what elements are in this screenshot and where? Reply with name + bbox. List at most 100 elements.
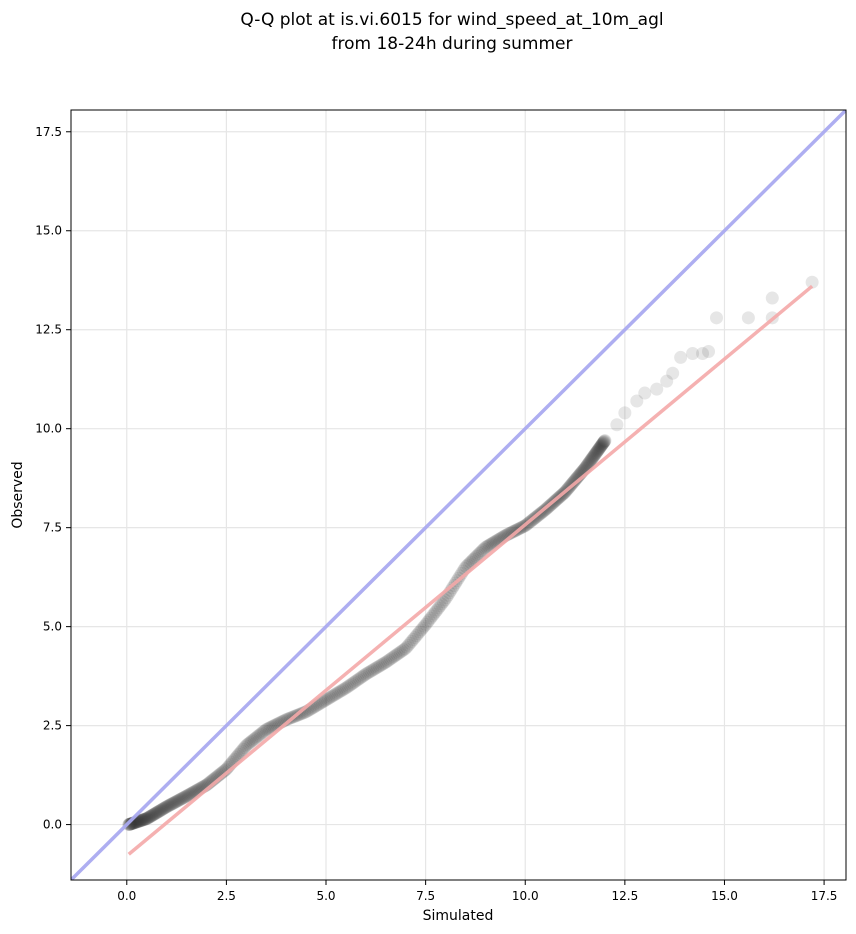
reference-lines bbox=[71, 110, 846, 880]
data-point-134 bbox=[256, 725, 270, 739]
data-point-66 bbox=[170, 794, 184, 808]
data-point-70 bbox=[174, 792, 188, 806]
data-point-78 bbox=[183, 787, 197, 801]
data-point-182 bbox=[331, 686, 345, 700]
data-point-131 bbox=[252, 729, 266, 743]
data-point-203 bbox=[366, 663, 380, 677]
data-point-140 bbox=[265, 720, 279, 734]
data-point-277 bbox=[481, 539, 495, 553]
chart-title-line-2: from 18-24h during summer bbox=[332, 34, 573, 54]
data-point-412 bbox=[741, 311, 755, 325]
data-point-40 bbox=[146, 808, 160, 822]
data-point-207 bbox=[372, 659, 386, 673]
data-point-378 bbox=[587, 449, 601, 463]
data-point-175 bbox=[320, 692, 334, 706]
data-point-398 bbox=[598, 434, 612, 448]
data-point-177 bbox=[323, 690, 337, 704]
data-point-248 bbox=[438, 593, 452, 607]
data-point-196 bbox=[354, 670, 368, 684]
data-point-75 bbox=[179, 789, 193, 803]
data-point-352 bbox=[568, 473, 582, 487]
data-point-52 bbox=[156, 802, 170, 816]
data-point-208 bbox=[374, 658, 388, 672]
identity-line bbox=[71, 110, 846, 880]
data-point-402 bbox=[630, 394, 644, 408]
data-point-209 bbox=[375, 657, 389, 671]
data-point-5 bbox=[124, 817, 138, 831]
data-point-132 bbox=[253, 727, 267, 741]
data-point-183 bbox=[333, 685, 347, 699]
data-point-390 bbox=[594, 439, 608, 453]
y-tick-label-6: 15.0 bbox=[35, 224, 62, 238]
data-point-397 bbox=[597, 435, 611, 449]
data-point-139 bbox=[264, 720, 278, 734]
data-point-41 bbox=[147, 807, 161, 821]
data-point-64 bbox=[168, 795, 182, 809]
data-point-281 bbox=[487, 536, 501, 550]
data-point-280 bbox=[485, 536, 499, 550]
data-point-227 bbox=[405, 634, 419, 648]
data-point-228 bbox=[406, 632, 420, 646]
data-point-408 bbox=[686, 346, 700, 360]
data-point-29 bbox=[138, 812, 152, 826]
data-point-231 bbox=[411, 627, 425, 641]
data-point-68 bbox=[172, 793, 186, 807]
data-point-226 bbox=[403, 636, 417, 650]
data-point-244 bbox=[432, 601, 446, 615]
data-point-238 bbox=[422, 613, 436, 627]
data-point-393 bbox=[595, 437, 609, 451]
data-point-43 bbox=[149, 806, 163, 820]
data-point-268 bbox=[468, 551, 482, 565]
data-point-27 bbox=[137, 813, 151, 827]
data-point-123 bbox=[240, 738, 254, 752]
y-tick-label-2: 5.0 bbox=[43, 620, 62, 634]
data-point-406 bbox=[666, 366, 680, 380]
data-point-195 bbox=[352, 672, 366, 686]
data-point-74 bbox=[178, 790, 192, 804]
data-point-57 bbox=[161, 799, 175, 813]
data-point-50 bbox=[154, 803, 168, 817]
data-point-185 bbox=[336, 683, 350, 697]
data-point-81 bbox=[186, 785, 200, 799]
data-point-124 bbox=[242, 737, 256, 751]
data-point-38 bbox=[145, 809, 159, 823]
data-point-396 bbox=[597, 435, 611, 449]
data-point-241 bbox=[427, 607, 441, 621]
y-tick-label-7: 17.5 bbox=[35, 125, 62, 139]
data-point-77 bbox=[182, 788, 196, 802]
data-points bbox=[122, 275, 819, 832]
data-point-380 bbox=[588, 447, 602, 461]
data-point-373 bbox=[584, 453, 598, 467]
data-point-399 bbox=[598, 434, 612, 448]
data-point-46 bbox=[151, 805, 165, 819]
data-point-25 bbox=[135, 813, 149, 827]
data-point-189 bbox=[343, 678, 357, 692]
data-point-212 bbox=[380, 654, 394, 668]
data-point-117 bbox=[232, 747, 246, 761]
x-tick-label-6: 15.0 bbox=[711, 889, 738, 903]
data-point-391 bbox=[594, 439, 608, 453]
data-point-205 bbox=[369, 661, 383, 675]
data-point-171 bbox=[314, 696, 328, 710]
data-point-44 bbox=[149, 806, 163, 820]
y-tick-label-4: 10.0 bbox=[35, 422, 62, 436]
data-point-404 bbox=[650, 382, 664, 396]
data-point-49 bbox=[154, 803, 168, 817]
data-point-130 bbox=[250, 730, 264, 744]
data-point-30 bbox=[139, 812, 153, 826]
data-point-172 bbox=[315, 695, 329, 709]
data-point-187 bbox=[339, 681, 353, 695]
y-axis-label: Observed bbox=[10, 461, 26, 528]
data-point-225 bbox=[401, 638, 415, 652]
data-point-3 bbox=[123, 817, 137, 831]
data-point-126 bbox=[245, 734, 259, 748]
data-point-22 bbox=[133, 814, 147, 828]
data-point-71 bbox=[175, 792, 189, 806]
data-point-384 bbox=[591, 444, 605, 458]
data-point-229 bbox=[408, 631, 422, 645]
data-point-51 bbox=[155, 802, 169, 816]
data-point-383 bbox=[590, 445, 604, 459]
data-point-236 bbox=[419, 617, 433, 631]
data-point-65 bbox=[169, 795, 183, 809]
